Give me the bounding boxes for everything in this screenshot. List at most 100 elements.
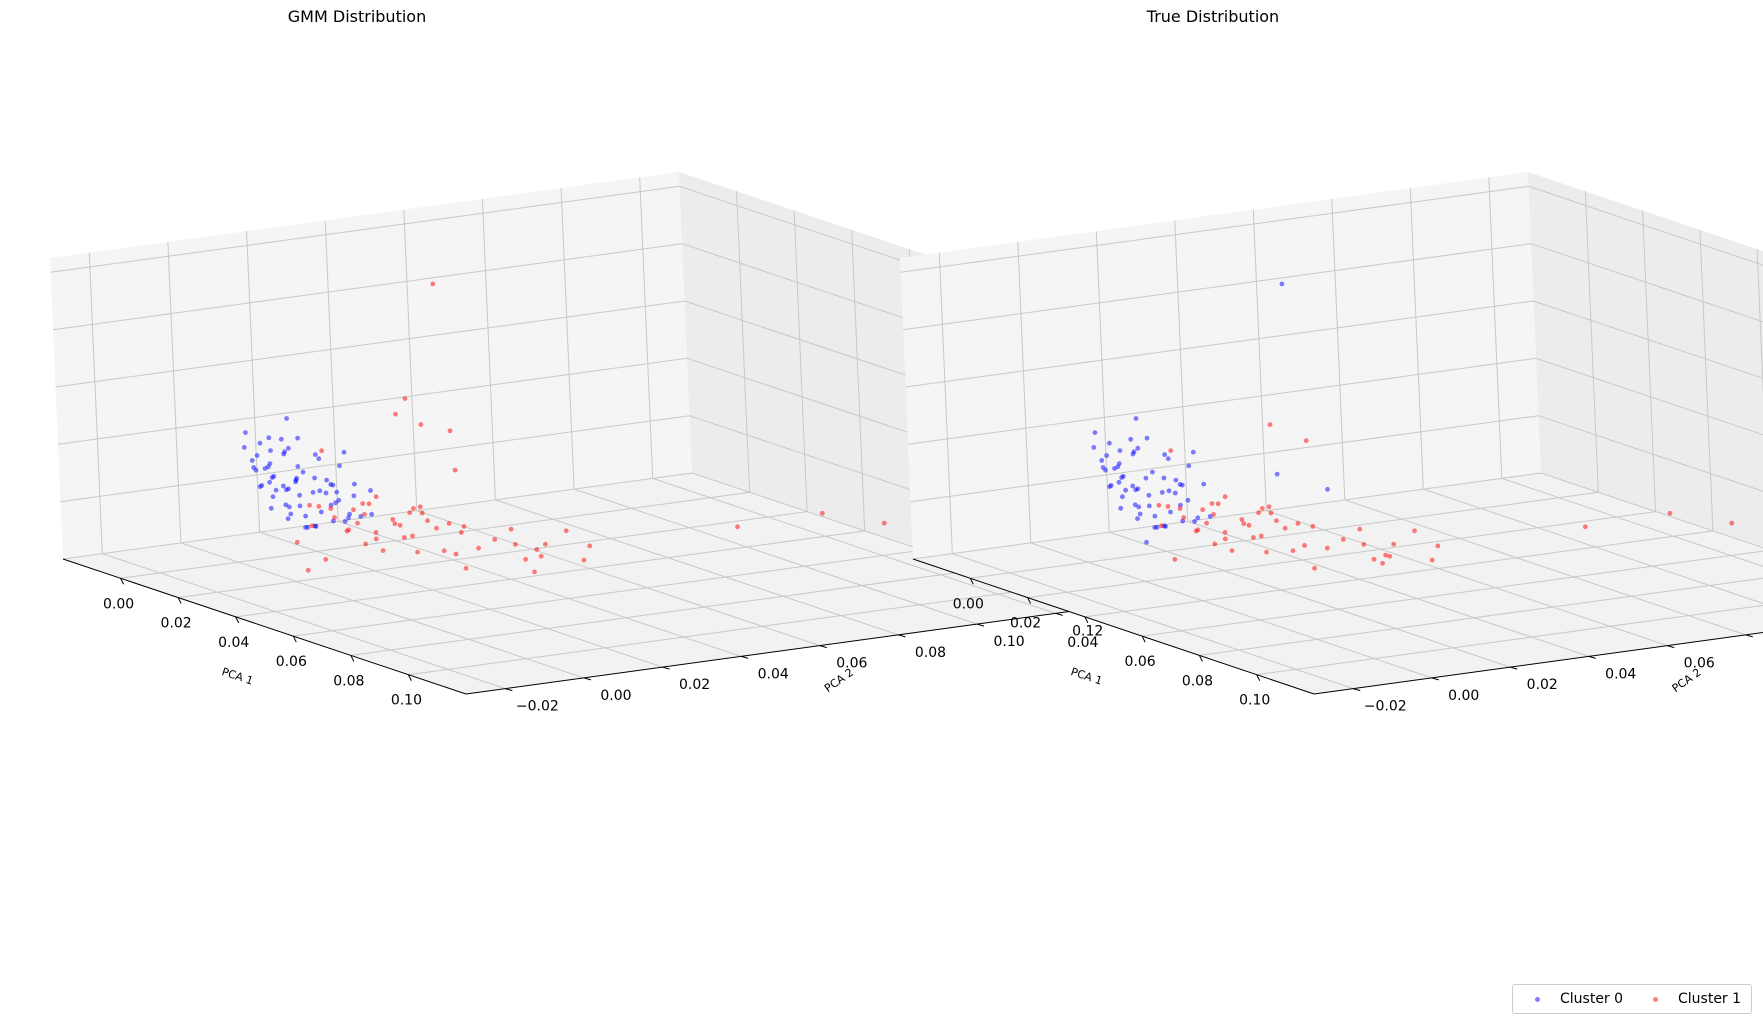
x-tick-mark — [1084, 616, 1089, 624]
data-point — [270, 494, 276, 500]
data-point — [241, 445, 247, 450]
grid-z — [903, 243, 1763, 331]
x-tick-mark — [1256, 674, 1261, 681]
x-tick-label: 0.02 — [1010, 616, 1041, 632]
y-tick-mark — [1510, 666, 1518, 670]
data-point — [1116, 461, 1122, 466]
data-point — [1190, 449, 1196, 455]
data-point — [407, 510, 413, 516]
data-point — [303, 525, 308, 530]
y-tick-mark — [1745, 634, 1753, 638]
data-point — [1246, 522, 1252, 528]
plot-title: True Distribution — [1146, 7, 1279, 26]
data-point — [1133, 487, 1139, 493]
legend-label-cluster-0: Cluster 0 — [1560, 991, 1624, 1007]
data-point — [351, 507, 356, 513]
y-tick-label: 0.06 — [1684, 656, 1715, 672]
x-tick-label: 0.04 — [218, 635, 249, 651]
data-point — [1173, 477, 1179, 483]
data-point — [317, 488, 323, 494]
data-point — [295, 464, 301, 469]
data-point — [508, 526, 514, 532]
data-point — [1582, 524, 1588, 530]
data-point — [532, 569, 537, 575]
axis-lines — [912, 558, 1763, 695]
data-point — [1310, 524, 1316, 529]
data-point — [452, 467, 458, 473]
data-point — [538, 553, 544, 559]
data-point — [323, 490, 329, 496]
data-point — [417, 504, 423, 510]
plot-2: 0.00 0.02 0.04 0.06 0.08 0.10 −0.02 0.00 0.02 0.0… — [900, 7, 1763, 715]
data-point — [1215, 501, 1221, 507]
data-point — [284, 416, 289, 421]
data-point — [346, 515, 351, 521]
y-tick-label: 0.06 — [836, 656, 867, 672]
data-point — [1092, 430, 1098, 435]
y-tick-mark — [1431, 677, 1439, 681]
data-point — [262, 466, 268, 471]
grid-x — [1199, 577, 1763, 656]
series-cluster-0 — [1091, 281, 1330, 545]
data-point — [285, 516, 291, 522]
data-point — [1117, 448, 1123, 453]
data-point — [307, 502, 312, 508]
data-point — [1268, 510, 1274, 516]
y-tick-mark — [898, 634, 906, 638]
data-point — [328, 506, 334, 511]
data-point — [1165, 456, 1171, 462]
legend-label-cluster-1: Cluster 1 — [1678, 991, 1742, 1007]
data-point — [330, 482, 336, 488]
data-point — [1302, 543, 1307, 548]
data-point — [1156, 502, 1162, 508]
data-point — [342, 519, 348, 524]
data-point — [284, 487, 289, 493]
data-point — [1130, 483, 1136, 489]
data-point — [1429, 557, 1435, 563]
data-point — [310, 490, 316, 495]
grid-lines — [900, 177, 1763, 690]
x-tick-mark — [407, 674, 412, 681]
data-point — [1295, 521, 1301, 526]
x-tick-mark — [292, 635, 297, 643]
series-cluster-1 — [294, 281, 887, 575]
x-axis-line — [62, 558, 467, 695]
legend: Cluster 0 Cluster 1 — [1512, 984, 1752, 1014]
data-point — [1195, 527, 1201, 533]
data-point — [543, 541, 548, 547]
data-point — [1132, 502, 1138, 508]
data-point — [303, 513, 308, 519]
data-point — [513, 542, 518, 547]
data-point — [309, 523, 315, 529]
data-point — [355, 520, 360, 526]
x-tick-mark — [350, 655, 355, 662]
data-point — [360, 501, 366, 506]
data-point — [1172, 557, 1178, 562]
data-point — [1107, 484, 1112, 489]
data-point — [1185, 497, 1191, 503]
y-tick-mark — [1353, 688, 1361, 692]
y-tick-mark — [1055, 612, 1063, 616]
data-point — [1324, 545, 1330, 551]
plot-title: GMM Distribution — [288, 7, 426, 26]
legend-entry-cluster-0: Cluster 0 — [1535, 991, 1623, 1007]
y-axis-line — [1313, 632, 1763, 695]
x-axis-label: PCA 1 — [220, 665, 255, 687]
data-point — [283, 502, 289, 508]
x-tick-mark — [120, 578, 125, 585]
data-point — [1274, 471, 1280, 477]
data-point — [333, 500, 338, 506]
grid-z — [912, 472, 1763, 560]
data-point — [425, 518, 430, 524]
x-tick-mark — [235, 616, 240, 624]
data-point — [368, 488, 373, 493]
data-point — [373, 494, 379, 500]
data-point — [1152, 513, 1158, 519]
y-tick-mark — [1667, 645, 1675, 649]
x-tick-label: 0.02 — [161, 616, 192, 632]
data-point — [523, 556, 528, 562]
data-point — [1290, 548, 1296, 554]
data-point — [1729, 520, 1735, 526]
data-point — [1136, 504, 1142, 510]
data-point — [305, 567, 311, 573]
